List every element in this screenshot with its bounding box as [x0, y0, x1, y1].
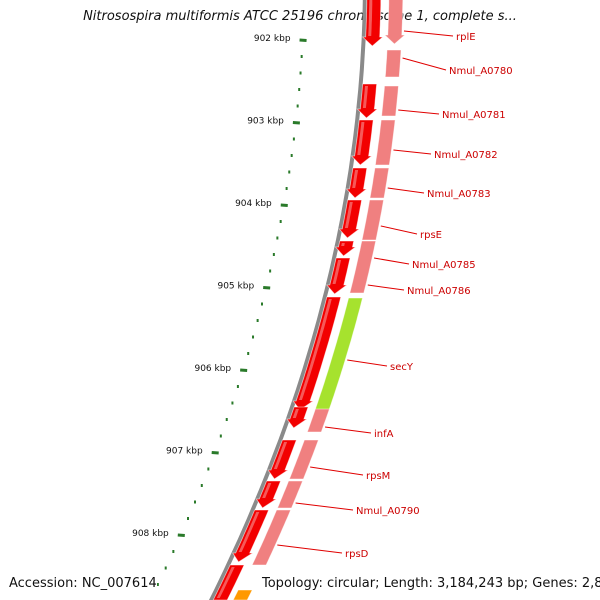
- ruler-label: 905 kbp: [217, 282, 254, 292]
- genome-backbone-line: [208, 0, 367, 600]
- feature-highlight: [352, 170, 359, 188]
- gene-label[interactable]: Nmul_A0783: [427, 189, 491, 200]
- leader-line: [277, 544, 343, 554]
- ruler-label: 902 kbp: [254, 34, 291, 44]
- leader-line: [347, 359, 388, 367]
- leader-line: [403, 30, 454, 37]
- ruler-label: 904 kbp: [235, 199, 272, 209]
- cds-feature[interactable]: [267, 439, 297, 480]
- feature-highlight: [216, 567, 235, 598]
- feature-highlight: [292, 409, 299, 418]
- leader-line: [374, 257, 410, 265]
- gene-feature[interactable]: [374, 119, 396, 166]
- cds-feature[interactable]: [255, 480, 282, 509]
- cds-feature[interactable]: [338, 199, 363, 239]
- leader-line: [367, 284, 405, 291]
- gene-label[interactable]: rpsD: [345, 549, 369, 560]
- gene-label[interactable]: rpsE: [420, 230, 442, 241]
- ruler-label: 903 kbp: [247, 117, 284, 127]
- feature-highlight: [368, 0, 373, 36]
- cds-feature[interactable]: [292, 296, 342, 411]
- cds-feature[interactable]: [231, 509, 270, 563]
- rna-feature[interactable]: [232, 589, 253, 600]
- gene-feature[interactable]: [369, 167, 390, 199]
- cds-feature[interactable]: [356, 83, 379, 119]
- gene-feature[interactable]: [349, 240, 377, 294]
- cds-feature[interactable]: [350, 119, 374, 166]
- major-tick: [177, 533, 185, 537]
- leader-line: [393, 149, 432, 155]
- genome-backbone: [208, 0, 367, 600]
- gene-label[interactable]: Nmul_A0782: [434, 150, 498, 161]
- cds-feature[interactable]: [325, 257, 351, 295]
- gene-label[interactable]: Nmul_A0781: [442, 110, 506, 121]
- major-tick: [280, 203, 288, 207]
- cds-feature[interactable]: [345, 167, 368, 199]
- topology-summary: Topology: circular; Length: 3,184,243 bp…: [262, 574, 600, 593]
- gene-label[interactable]: Nmul_A0790: [356, 506, 420, 517]
- feature-track: [212, 0, 406, 600]
- gene-feature[interactable]: [381, 85, 399, 117]
- gene-label[interactable]: Nmul_A0785: [412, 260, 476, 271]
- leader-line: [387, 187, 425, 194]
- gene-label[interactable]: rplE: [456, 32, 476, 43]
- accession-text: Accession: NC_007614: [9, 574, 157, 593]
- major-tick: [292, 121, 300, 125]
- feature-highlight: [332, 260, 342, 284]
- gene-labels: rplE Nmul_A0780 Nmul_A0781 Nmul_A0782 Nmul_A…: [277, 30, 513, 560]
- feature-highlight: [273, 442, 288, 469]
- gene-feature[interactable]: [383, 0, 406, 45]
- major-tick: [240, 368, 248, 372]
- ruler-label: 907 kbp: [166, 447, 203, 457]
- ruler-label: 906 kbp: [194, 364, 231, 374]
- feature-highlight: [298, 299, 332, 400]
- feature-highlight: [362, 86, 368, 108]
- ruler-label: 908 kbp: [132, 529, 169, 539]
- leader-line: [398, 109, 440, 115]
- feature-highlight: [341, 243, 345, 246]
- map-title: Nitrosospira multiformis ATCC 25196 chro…: [83, 9, 517, 24]
- leader-line: [402, 57, 447, 71]
- gene-label[interactable]: rpsM: [366, 471, 390, 482]
- feature-highlight: [357, 122, 365, 155]
- leader-line: [380, 225, 418, 235]
- gene-label[interactable]: Nmul_A0786: [407, 286, 471, 297]
- major-tick: [299, 38, 307, 42]
- major-tick: [211, 451, 219, 455]
- gene-feature[interactable]: [306, 408, 330, 433]
- feature-highlight: [238, 512, 260, 552]
- gene-feature[interactable]: [384, 49, 402, 78]
- feature-highlight: [344, 202, 353, 228]
- feature-highlight: [262, 483, 272, 498]
- gene-feature[interactable]: [276, 480, 304, 509]
- coordinate-ruler: 902 kbp 903 kbp 904 kbp 905 kbp 906 kbp 907 k…: [132, 34, 307, 586]
- gene-feature[interactable]: [288, 439, 319, 480]
- leader-line: [310, 466, 364, 476]
- gene-feature[interactable]: [251, 509, 292, 566]
- leader-line: [325, 426, 372, 434]
- major-tick: [263, 286, 271, 290]
- gene-feature[interactable]: [361, 199, 385, 241]
- gene-label[interactable]: secY: [390, 362, 414, 373]
- cds-feature[interactable]: [361, 0, 384, 47]
- gene-label[interactable]: Nmul_A0780: [449, 66, 513, 77]
- cds-feature[interactable]: [212, 564, 245, 600]
- gene-label[interactable]: infA: [374, 429, 394, 440]
- cds-feature[interactable]: [334, 240, 357, 257]
- cds-feature[interactable]: [286, 406, 309, 429]
- leader-line: [295, 502, 354, 511]
